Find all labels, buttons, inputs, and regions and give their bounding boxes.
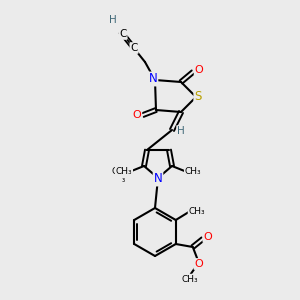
Text: C: C <box>119 29 127 39</box>
Text: S: S <box>194 91 202 103</box>
Text: H: H <box>177 126 185 136</box>
Text: CH₃: CH₃ <box>116 167 132 176</box>
Text: N: N <box>154 172 162 185</box>
Text: CH: CH <box>112 167 125 176</box>
Text: O: O <box>133 110 141 120</box>
Text: CH₃: CH₃ <box>182 274 198 284</box>
Text: H: H <box>109 15 117 25</box>
Text: N: N <box>148 73 158 85</box>
Text: O: O <box>203 232 212 242</box>
Text: CH₃: CH₃ <box>188 206 205 215</box>
Text: O: O <box>195 65 203 75</box>
Text: O: O <box>194 259 203 269</box>
Text: C: C <box>130 43 138 53</box>
Text: CH₃: CH₃ <box>185 167 201 176</box>
Text: ₃: ₃ <box>122 175 125 184</box>
